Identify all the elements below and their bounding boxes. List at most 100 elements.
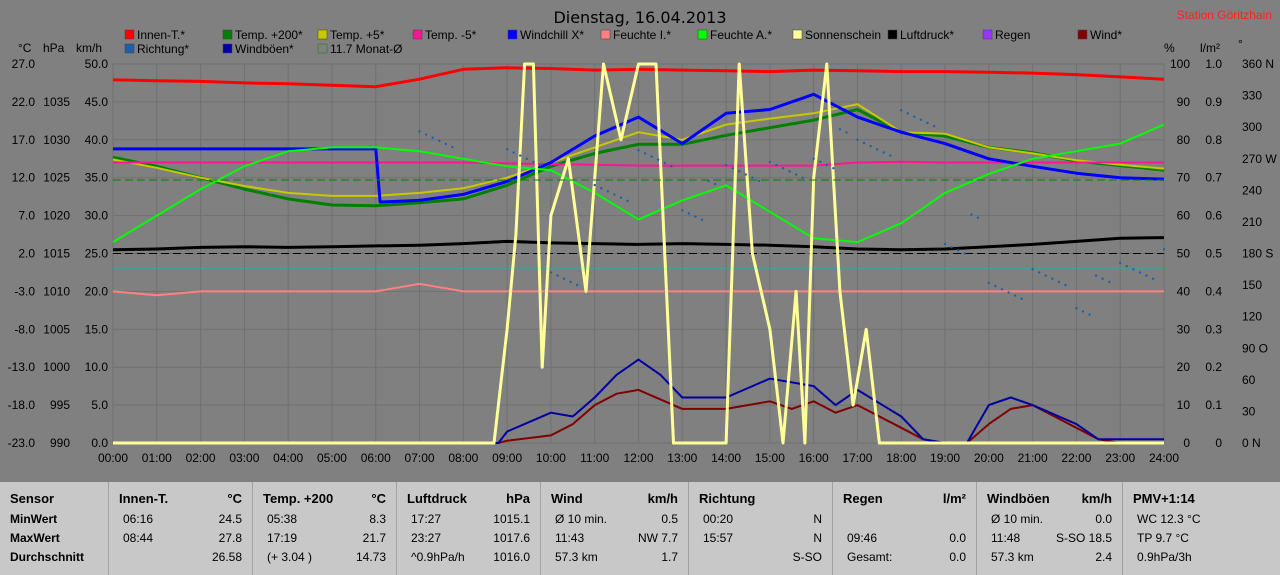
legend-swatch <box>124 29 135 40</box>
series-point-richtung <box>451 145 454 149</box>
wind-tick-label: 5.0 <box>91 398 108 412</box>
series-point-richtung <box>906 112 910 115</box>
x-tick-label: 02:00 <box>186 451 216 465</box>
plot-area <box>112 62 1166 445</box>
x-tick-label: 18:00 <box>886 451 916 465</box>
legend-swatch <box>222 43 233 54</box>
pressure-tick-label: 1030 <box>43 133 70 147</box>
x-tick-label: 23:00 <box>1105 451 1135 465</box>
wind-tick-label: 0.0 <box>91 436 108 450</box>
legend-swatch <box>317 29 328 40</box>
series-point-richtung <box>862 141 866 145</box>
stats-row: TP 9.7 °C <box>1123 531 1280 550</box>
stats-cell-value: 0.0 <box>1095 512 1112 526</box>
humidity-tick-label: 40 <box>1177 284 1191 298</box>
series-point-richtung <box>444 142 448 146</box>
rain-tick-label: 0.7 <box>1205 171 1222 185</box>
series-line-temp5 <box>113 160 1164 167</box>
series-point-richtung <box>744 173 747 176</box>
humidity-tick-label: 60 <box>1177 209 1191 223</box>
x-tick-label: 13:00 <box>667 451 697 465</box>
stats-column-unit: km/h <box>1081 491 1112 506</box>
wind-tick-label: 30.0 <box>85 209 109 223</box>
series-point-richtung <box>956 249 960 252</box>
series-point-richtung <box>919 118 923 121</box>
humidity-tick-label: 0 <box>1183 436 1190 450</box>
pressure-tick-label: 1010 <box>43 284 70 298</box>
unit-humidity: % <box>1164 41 1175 55</box>
series-point-richtung <box>794 173 798 176</box>
series-point-richtung <box>1064 283 1067 287</box>
series-point-richtung <box>856 138 859 141</box>
legend: Innen-T.* Temp. +200* Temp. +5* Temp. -5* Wi… <box>124 28 1122 56</box>
pressure-tick-label: 1005 <box>43 322 70 336</box>
series-point-richtung <box>619 196 623 199</box>
legend-label: Luftdruck* <box>900 28 954 42</box>
series-point-richtung <box>738 170 741 173</box>
series-point-richtung <box>694 215 697 218</box>
series-point-richtung <box>768 160 772 164</box>
legend-label: Regen <box>995 28 1030 42</box>
station-name: Station Göritzhain <box>1177 8 1272 22</box>
series-point-richtung <box>681 209 684 212</box>
series-line-temp5 <box>112 103 1165 197</box>
series-point-richtung <box>1151 277 1155 280</box>
stats-cell-label: 23:27 <box>411 531 442 545</box>
x-tick-label: 24:00 <box>1149 451 1179 465</box>
pressure-tick-label: 1000 <box>43 360 70 374</box>
series-point-richtung <box>751 176 754 179</box>
series-point-richtung <box>869 144 872 148</box>
stats-cell-value: 27.8 <box>218 531 242 545</box>
humidity-tick-label: 70 <box>1177 171 1191 185</box>
temp-tick-label: -13.0 <box>8 360 36 374</box>
series-point-richtung <box>1108 280 1111 284</box>
legend-swatch <box>792 29 803 40</box>
humidity-tick-label: 50 <box>1177 247 1191 261</box>
x-tick-label: 04:00 <box>273 451 303 465</box>
humidity-tick-label: 20 <box>1177 360 1191 374</box>
series-point-richtung <box>575 283 579 287</box>
stats-row: 11:43 NW 7.7 <box>541 531 688 550</box>
direction-tick-label: 60 <box>1242 373 1256 387</box>
direction-tick-label: 120 <box>1242 310 1262 324</box>
series-line-luftdruck <box>112 236 1165 252</box>
stats-column: Sensor MinWert MaxWert Durchschnitt <box>0 482 108 575</box>
series-point-richtung <box>1051 277 1054 280</box>
series-point-richtung <box>1132 268 1135 271</box>
temp-tick-label: -18.0 <box>8 398 36 412</box>
stats-row: MaxWert <box>0 531 108 550</box>
series-line-feuchtei <box>112 282 1164 297</box>
stats-row: 06:16 24.5 <box>109 512 252 531</box>
stats-cell-mid: S-SO 18.5 <box>1055 531 1112 545</box>
stats-cell-label: 06:16 <box>123 512 154 526</box>
legend-label: Temp. -5* <box>425 28 477 42</box>
x-tick-label: 15:00 <box>755 451 785 465</box>
series-point-richtung <box>1075 307 1078 310</box>
stats-cell-label: 11:43 <box>555 531 585 545</box>
x-tick-label: 09:00 <box>492 451 522 465</box>
stats-cell-label: 57.3 km <box>991 550 1034 564</box>
humidity-tick-label: 90 <box>1177 95 1191 109</box>
legend-swatch <box>982 29 993 40</box>
direction-tick-label: 270 W <box>1242 152 1277 166</box>
series-point-richtung <box>900 109 903 112</box>
series-point-richtung <box>987 281 991 285</box>
series-line-windben <box>113 358 1164 444</box>
series-point-richtung <box>812 157 815 160</box>
stats-row: 17:19 21.7 <box>253 531 396 550</box>
stats-cell-value: 0.0 <box>949 531 966 545</box>
x-tick-label: 22:00 <box>1061 451 1091 465</box>
series-point-richtung <box>724 163 728 167</box>
series-point-richtung <box>875 148 879 151</box>
series-point-richtung <box>781 167 785 170</box>
humidity-tick-label: 30 <box>1177 322 1191 336</box>
stats-cell-label: 17:19 <box>267 531 298 545</box>
pressure-tick-label: 1025 <box>43 171 70 185</box>
stats-cell-value: 21.7 <box>362 531 386 545</box>
series-point-richtung <box>913 115 916 118</box>
stats-column-title: Luftdruck <box>407 491 467 506</box>
rain-tick-label: 0.5 <box>1205 247 1222 261</box>
temp-tick-label: -3.0 <box>14 284 35 298</box>
series-point-richtung <box>562 277 566 280</box>
stats-column: Wind km/h Ø 10 min. 0.5 11:43 NW 7.7 57.3 km 1.… <box>540 482 688 575</box>
